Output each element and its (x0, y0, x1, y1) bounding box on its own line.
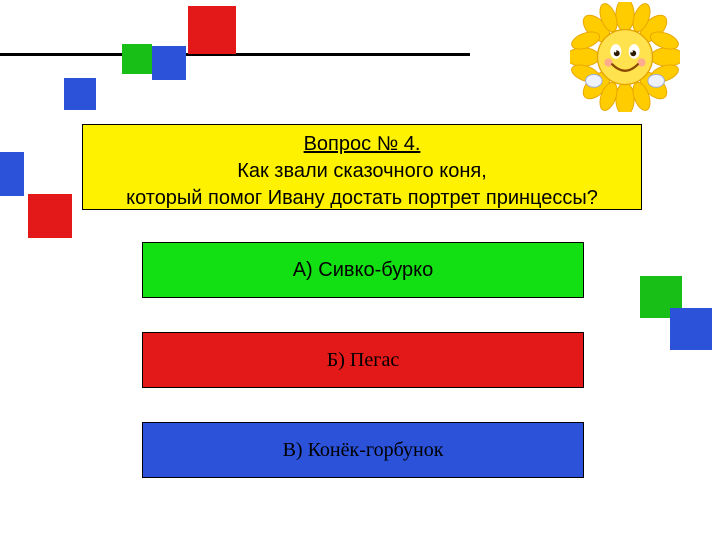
question-text-line2: который помог Ивану достать портрет прин… (93, 185, 631, 212)
question-text-line1: Как звали сказочного коня, (93, 158, 631, 185)
answer-label: Б) Пегас (327, 349, 399, 372)
answer-label: А) Сивко-бурко (293, 259, 434, 282)
decor-square (28, 194, 72, 238)
sunflower-icon (570, 2, 680, 117)
decor-square (122, 44, 152, 74)
decor-square (670, 308, 712, 350)
decor-square (188, 6, 236, 54)
decor-square (0, 152, 24, 196)
answer-option-c[interactable]: В) Конёк-горбунок (142, 422, 584, 478)
answer-label: В) Конёк-горбунок (283, 439, 444, 462)
decor-square (152, 46, 186, 80)
question-box: Вопрос № 4. Как звали сказочного коня, к… (82, 124, 642, 210)
answer-option-b[interactable]: Б) Пегас (142, 332, 584, 388)
answer-option-a[interactable]: А) Сивко-бурко (142, 242, 584, 298)
decor-square (64, 78, 96, 110)
question-number: Вопрос № 4. (93, 131, 631, 158)
